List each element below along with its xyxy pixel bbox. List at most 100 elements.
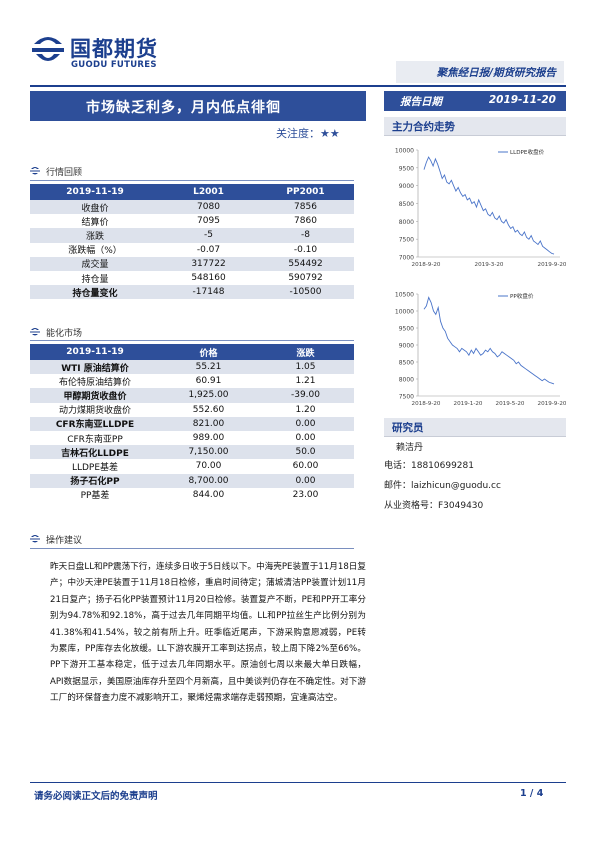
y-tick-label: 9500 (399, 165, 414, 172)
legend-label: LLDPE收盘价 (510, 148, 545, 156)
section-bullet-icon (30, 328, 40, 336)
market-review-table: 2019-11-19 L2001 PP2001 收盘价 7080 7856 结算价 7… (30, 184, 354, 300)
table-cell: 0.00 (257, 473, 354, 488)
table-cell: 844.00 (192, 489, 225, 500)
table-cell: 8,700.00 (160, 473, 257, 488)
y-tick-label: 8500 (399, 201, 414, 208)
main-contract-label: 主力合约走势 (392, 121, 455, 133)
table-cell: 317722 (160, 256, 257, 271)
table-row: 结算价 7095 7860 (30, 214, 354, 228)
x-tick-label: 2019-9-20 (538, 262, 566, 268)
table-cell: PP基差 (80, 491, 110, 502)
section-market-review: 行情回顾 (30, 165, 82, 178)
table-cell: WTI 原油结算价 (30, 360, 160, 375)
table-cell: -39.00 (257, 388, 354, 403)
table-cell: 1,925.00 (160, 388, 257, 403)
table-cell: 1.21 (295, 376, 316, 387)
table-row: 吉林石化LLDPE 7,150.00 50.0 (30, 445, 354, 460)
y-tick-label: 9500 (399, 326, 414, 333)
table-cell: 涨跌 (30, 228, 160, 243)
table-cell: -0.07 (196, 244, 221, 255)
report-type-label: 聚焦经日报/期货研究报告 (436, 67, 556, 79)
page-title: 市场缺乏利多，月内低点徘徊 (86, 100, 281, 116)
researcher-phone: 电话：18810699281 (384, 461, 474, 471)
table-row: 动力煤期货收盘价 552.60 1.20 (30, 403, 354, 417)
table-cell: 0.00 (295, 433, 316, 444)
section-bullet-icon (30, 167, 40, 175)
table-cell: CFR东南亚PP (67, 434, 123, 445)
table-cell: 7,150.00 (160, 445, 257, 460)
table-cell: 23.00 (292, 489, 319, 500)
table-cell: 结算价 (81, 217, 109, 228)
table-header: 涨跌 (257, 344, 354, 360)
table-row: LLDPE基差 70.00 60.00 (30, 459, 354, 473)
y-tick-label: 9000 (399, 183, 414, 190)
table-cell: 552.60 (192, 404, 225, 415)
header-divider (30, 85, 566, 87)
footer-divider (30, 782, 566, 783)
table-cell: 7856 (257, 200, 354, 215)
title-bar: 市场缺乏利多，月内低点徘徊 (30, 91, 366, 121)
x-tick-label: 2019-1-20 (454, 401, 483, 407)
table-row: CFR东南亚PP 989.00 0.00 (30, 431, 354, 445)
table-cell: 甲醇期货收盘价 (30, 388, 160, 403)
x-tick-label: 2019-9-20 (538, 401, 566, 407)
table-row: CFR东南亚LLDPE 821.00 0.00 (30, 416, 354, 431)
lldpe-chart: 10000 9500 9000 8500 8000 7500 7000 2018-9-20 20… (384, 140, 567, 275)
table-cell: 554492 (257, 256, 354, 271)
y-tick-label: 7500 (399, 394, 414, 401)
main-contract-header: 主力合约走势 (384, 117, 566, 136)
x-tick-label: 2018-9-20 (412, 401, 441, 407)
researcher-cert: 从业资格号：F3049430 (384, 501, 484, 511)
table-cell: 60.00 (292, 461, 319, 472)
table-cell: 涨跌幅（%） (68, 246, 122, 257)
table-cell: 70.00 (195, 461, 222, 472)
brand-name-cn: 国都期货 (70, 37, 158, 61)
table-cell: 扬子石化PP (30, 473, 160, 488)
table-header: PP2001 (257, 184, 354, 200)
research-staff-label: 研究员 (392, 422, 424, 434)
table-cell: 1.20 (295, 404, 316, 415)
pp-chart: 10500 10000 9500 9000 8500 8000 7500 2018-9-20 2… (384, 284, 567, 414)
report-type-banner: 聚焦经日报/期货研究报告 (396, 61, 564, 83)
table-cell: 7860 (294, 216, 317, 227)
table-cell: 989.00 (192, 433, 225, 444)
section-underline (30, 180, 354, 181)
section-petrochem-market: 能化市场 (30, 326, 82, 339)
table-cell: -17148 (160, 285, 257, 300)
advice-paragraph: 昨天日盘LL和PP震荡下行，连续多日收于5日线以下。中海壳PE装置于11月18日… (50, 562, 366, 704)
table-cell: 动力煤期货收盘价 (58, 406, 131, 417)
table-row: 布伦特原油结算价 60.91 1.21 (30, 374, 354, 388)
table-cell: 布伦特原油结算价 (58, 377, 131, 388)
section-underline (30, 340, 354, 341)
table-row: 甲醇期货收盘价 1,925.00 -39.00 (30, 388, 354, 403)
table-cell: 吉林石化LLDPE (30, 445, 160, 460)
section-label: 能化市场 (46, 329, 83, 339)
y-tick-label: 10500 (395, 292, 414, 299)
table-row: 涨跌 -5 -8 (30, 228, 354, 243)
table-cell: LLDPE基差 (71, 462, 119, 473)
table-row: 收盘价 7080 7856 (30, 200, 354, 215)
table-row: 成交量 317722 554492 (30, 256, 354, 271)
table-cell: 590792 (288, 273, 323, 284)
table-row: PP基差 844.00 23.00 (30, 488, 354, 502)
table-cell: -0.10 (293, 244, 318, 255)
table-cell: 60.91 (195, 376, 222, 387)
table-row: 持仓量变化 -17148 -10500 (30, 285, 354, 300)
table-header: 2019-11-19 (30, 184, 160, 200)
report-date-label: 报告日期 (400, 96, 442, 108)
table-cell: -10500 (257, 285, 354, 300)
researcher-name: 赖洁丹 (396, 443, 424, 453)
logo-icon (32, 37, 64, 61)
researcher-email[interactable]: 邮件：laizhicun@guodu.cc (384, 481, 501, 491)
report-date-bar: 报告日期 2019-11-20 (384, 91, 566, 111)
table-cell: 55.21 (160, 360, 257, 375)
y-tick-label: 10000 (395, 309, 414, 316)
petrochem-market-table: 2019-11-19 价格 涨跌 WTI 原油结算价 55.21 1.05 布伦特原… (30, 344, 354, 502)
section-bullet-icon (30, 535, 40, 543)
table-cell: 7095 (197, 216, 220, 227)
x-tick-label: 2018-9-20 (412, 262, 441, 268)
table-row: WTI 原油结算价 55.21 1.05 (30, 360, 354, 375)
table-cell: 持仓量变化 (30, 285, 160, 300)
